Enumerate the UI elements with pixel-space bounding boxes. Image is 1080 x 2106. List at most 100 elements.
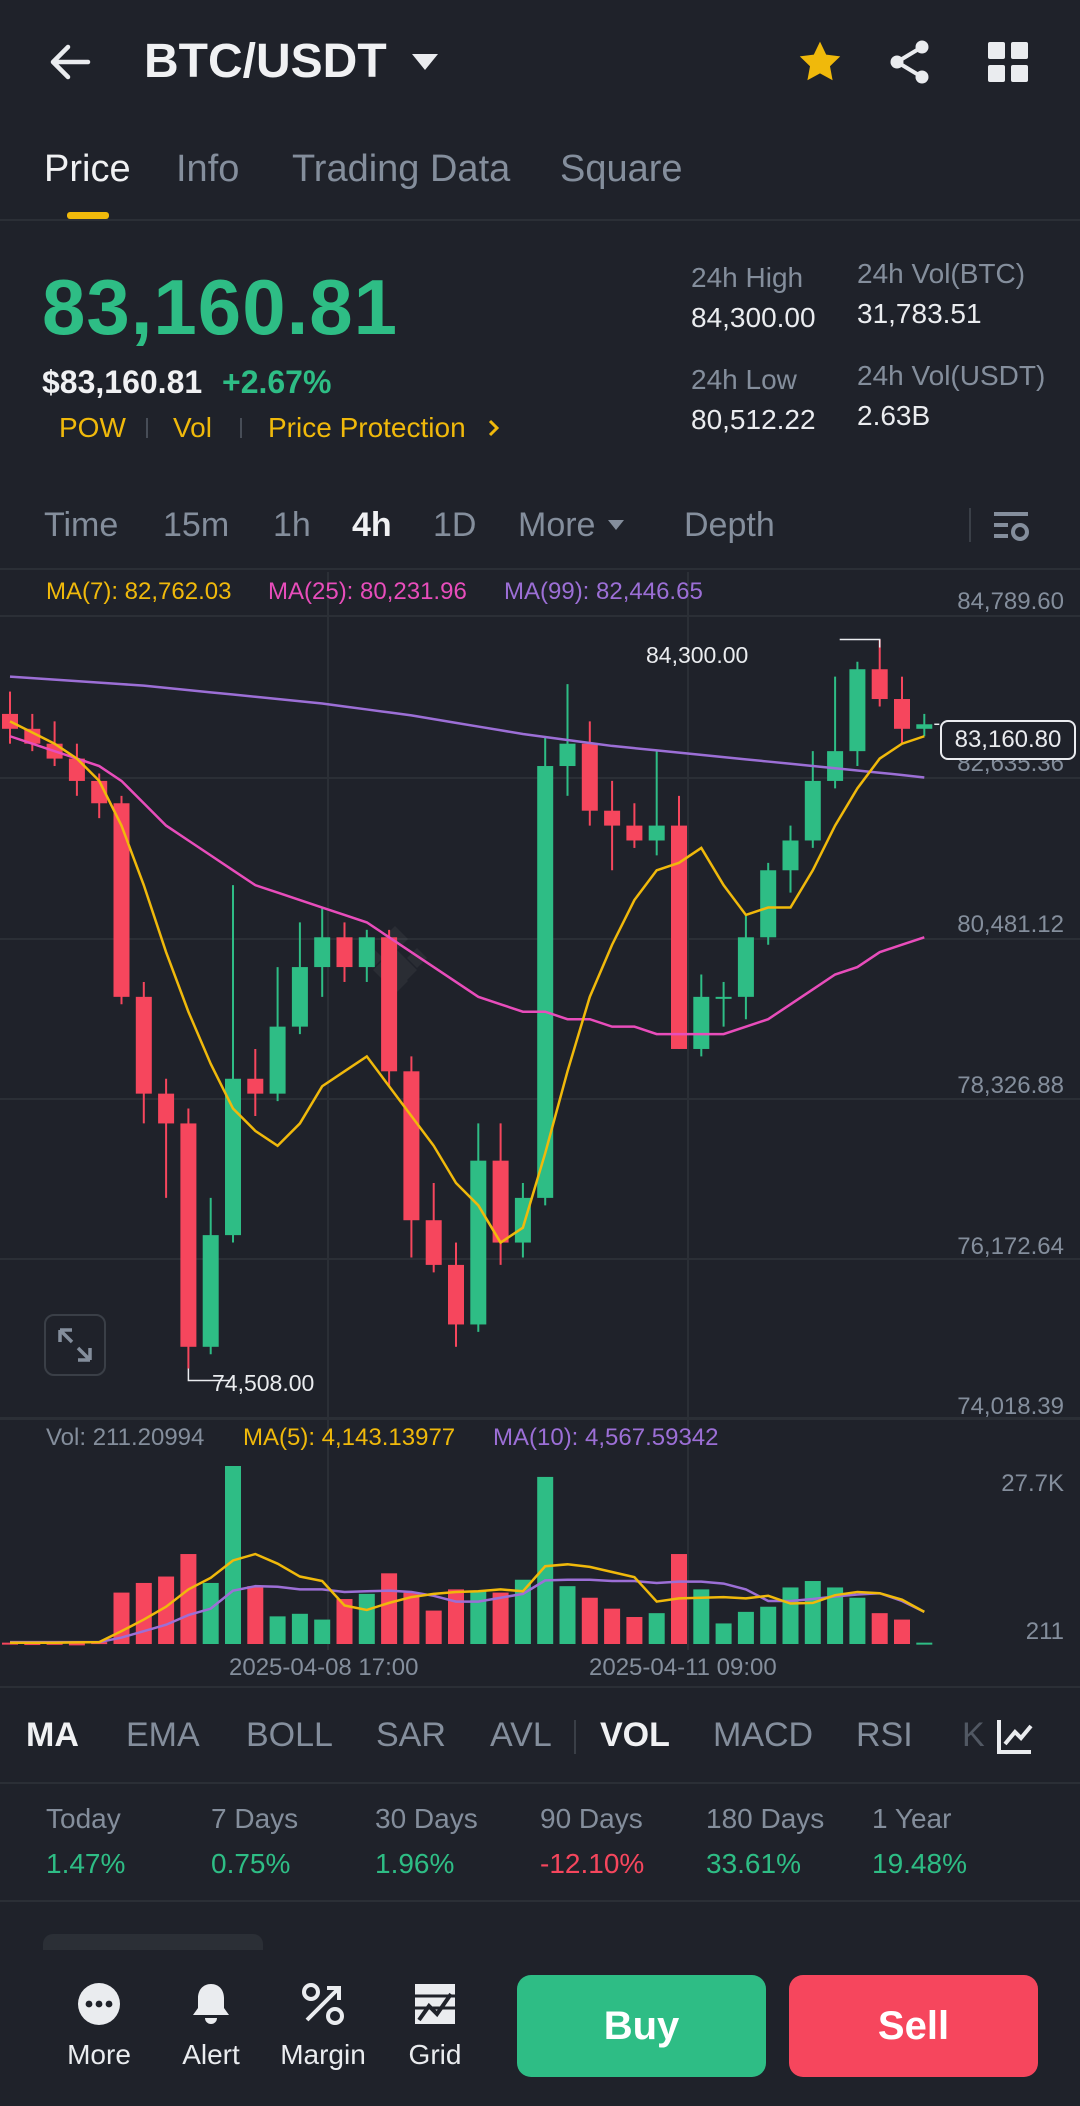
indicator-boll[interactable]: BOLL [246,1716,333,1754]
last-price: 83,160.81 [42,263,399,351]
timeframe-time[interactable]: Time [44,506,119,544]
candle-body [648,825,665,841]
back-arrow-icon[interactable] [46,38,94,86]
indicator-k[interactable]: K [962,1716,985,1754]
volume-bar [715,1623,732,1644]
grid-bot-icon [415,1984,455,2024]
indicator-macd[interactable]: MACD [713,1716,814,1754]
indicator-rsi[interactable]: RSI [856,1716,913,1754]
candlestick-chart[interactable] [0,570,1080,1660]
vol-usdt-label: 24h Vol(USDT) [857,360,1046,391]
volume-bar [849,1597,866,1644]
perf-label: 1 Year [872,1803,952,1834]
candle-body [581,743,598,811]
high-label: 24h High [691,262,804,293]
chart-settings-icon[interactable] [992,506,1032,546]
expand-chart-button[interactable] [44,1314,106,1376]
tab-price[interactable]: Price [44,148,131,190]
timeframe-4h[interactable]: 4h [352,506,392,544]
high-marker-line [839,638,881,648]
candle-body [202,1235,219,1347]
expand-icon [58,1328,92,1362]
volume-bar [737,1611,754,1644]
candle-body [180,1123,197,1347]
volume-bar [804,1581,821,1644]
share-icon[interactable] [886,38,934,86]
indicator-ma[interactable]: MA [26,1716,79,1754]
candle-body [269,1026,286,1094]
bottom-alert[interactable]: Alert [156,1980,266,2071]
tab-info[interactable]: Info [176,148,240,190]
candle-body [381,937,398,1072]
date-tick: 2025-04-08 17:00 [229,1654,419,1681]
bottom-more[interactable]: More [44,1980,154,2071]
margin-icon [302,1983,344,2025]
tab-square[interactable]: Square [560,148,683,190]
candle-body [336,937,353,968]
chevron-down-icon[interactable] [410,52,440,72]
tag-separator [146,418,148,438]
tag-pow[interactable]: POW [59,412,126,443]
star-icon[interactable] [796,38,844,86]
perf-value: 1.96% [375,1848,455,1879]
volume-bar [782,1587,799,1644]
chevron-right-icon[interactable] [486,416,502,440]
volume-bar [291,1613,308,1644]
price-tick: 78,326.88 [957,1072,1064,1099]
bottom-margin-label: Margin [280,2039,366,2070]
candle-body [158,1093,175,1124]
candle-body [68,758,85,781]
candle-body [559,743,576,767]
candle-body [425,1220,442,1265]
buy-button[interactable]: Buy [517,1975,766,2077]
candle-body [358,937,375,968]
timeframe-1h[interactable]: 1h [273,506,311,544]
tag-vol[interactable]: Vol [173,412,212,443]
timeframe-more[interactable]: More [518,506,596,544]
low-value: 80,512.22 [691,404,816,435]
timeframe-1d[interactable]: 1D [433,506,477,544]
indicator-settings-icon[interactable] [995,1716,1035,1756]
tab-trading-data[interactable]: Trading Data [292,148,511,190]
tag-price-protection[interactable]: Price Protection [268,412,466,443]
perf-label: Today [46,1803,121,1834]
ma99-line [9,675,925,779]
indicator-avl[interactable]: AVL [490,1716,552,1754]
grid-icon[interactable] [986,40,1030,84]
indicator-divider-top [0,1686,1080,1688]
pair-title[interactable]: BTC/USDT [144,35,387,88]
toolbar-separator [969,508,971,542]
volume-bar [894,1619,910,1644]
fiat-price: $83,160.81 [42,364,203,400]
candle-body [291,967,308,1027]
indicator-vol[interactable]: VOL [600,1716,670,1754]
indicator-sar[interactable]: SAR [376,1716,446,1754]
timeframe-15m[interactable]: 15m [163,506,230,544]
volume-bar [626,1617,643,1644]
low-marker: 74,508.00 [212,1370,315,1396]
sell-button[interactable]: Sell [789,1975,1038,2077]
volume-bar [648,1613,665,1644]
vol-legend-ma10: MA(10): 4,567.59342 [493,1424,719,1451]
volume-bar [403,1592,420,1644]
candle-body [113,803,130,997]
indicator-ema[interactable]: EMA [126,1716,200,1754]
bottom-margin[interactable]: Margin [268,1980,378,2071]
bottom-grid[interactable]: Grid [380,1980,490,2071]
candle-body [693,996,710,1049]
ma7-line [9,720,925,1245]
caret-down-icon[interactable] [606,518,626,532]
vol-ma5-line [10,1552,925,1644]
volume-bar [381,1573,398,1644]
perf-divider [0,1900,1080,1902]
timeframe-depth[interactable]: Depth [684,506,775,544]
candle-body [537,766,554,1198]
volume-bar [358,1593,375,1644]
candle-body [24,728,41,744]
vol-btc-label: 24h Vol(BTC) [857,258,1026,289]
volume-bar [871,1613,888,1644]
candle-body [604,810,621,826]
date-tick: 2025-04-11 09:00 [589,1654,777,1681]
volume-bar [693,1589,710,1644]
tag-separator [240,418,242,438]
